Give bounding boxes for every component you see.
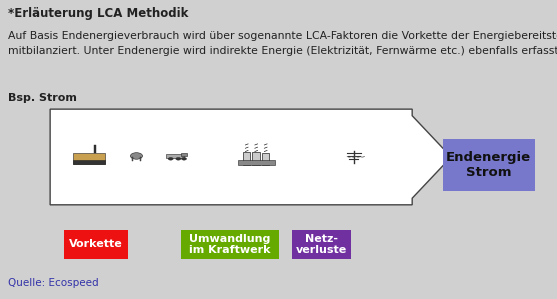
Text: Quelle: Ecospeed: Quelle: Ecospeed: [8, 278, 99, 288]
Bar: [252, 152, 260, 165]
Bar: [132, 157, 134, 161]
Bar: [181, 153, 187, 156]
Bar: [243, 152, 251, 165]
Circle shape: [176, 158, 181, 160]
Bar: [166, 154, 184, 158]
Text: *Erläuterung LCA Methodik: *Erläuterung LCA Methodik: [8, 7, 189, 20]
FancyBboxPatch shape: [181, 230, 278, 259]
FancyBboxPatch shape: [292, 230, 351, 259]
Bar: [73, 153, 105, 164]
Text: Bsp. Strom: Bsp. Strom: [8, 93, 77, 103]
Bar: [139, 157, 141, 161]
Bar: [238, 160, 275, 165]
FancyBboxPatch shape: [64, 230, 128, 259]
Text: Netz-
verluste: Netz- verluste: [296, 234, 348, 255]
Circle shape: [168, 158, 173, 160]
Bar: [94, 145, 96, 153]
Polygon shape: [50, 109, 451, 205]
Circle shape: [130, 153, 143, 159]
Text: Umwandlung
im Kraftwerk: Umwandlung im Kraftwerk: [189, 234, 271, 255]
Text: Vorkette: Vorkette: [69, 239, 123, 249]
FancyBboxPatch shape: [443, 139, 535, 191]
Text: Auf Basis Endenergieverbrauch wird über sogenannte LCA-Faktoren die Vorkette der: Auf Basis Endenergieverbrauch wird über …: [8, 31, 557, 56]
Circle shape: [182, 158, 187, 160]
Text: Endenergie
Strom: Endenergie Strom: [446, 151, 531, 179]
Bar: [73, 160, 105, 164]
Bar: [262, 153, 269, 165]
